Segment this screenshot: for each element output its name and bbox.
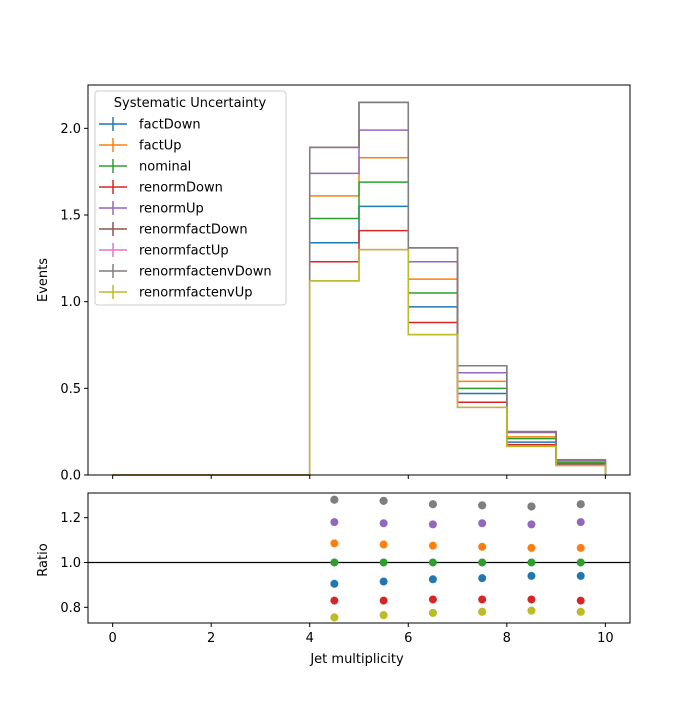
legend-label: renormfactUp (139, 244, 229, 259)
ratio-point-renormDown (527, 595, 536, 604)
ratio-point-renormfactenvUp (527, 606, 536, 615)
legend-label: renormfactDown (139, 223, 248, 238)
ratio-point-nominal (478, 558, 487, 567)
main-x-ticks (112, 475, 606, 479)
legend: Systematic Uncertainty factDown factUp nom… (94, 90, 287, 306)
ratio-y-tick-label: 1.2 (60, 511, 81, 526)
ratio-point-factUp (576, 543, 585, 552)
ratio-plot: 0.8 1.0 1.2 0 2 4 6 8 10 Ratio Jet multiplicity (36, 492, 631, 667)
x-axis-label: Jet multiplicity (309, 652, 404, 667)
main-plot: 0.0 0.5 1.0 1.5 2.0 Events (36, 84, 631, 484)
ratio-point-renormfactenvUp (379, 611, 388, 620)
ratio-point-factDown (478, 574, 487, 583)
legend-title: Systematic Uncertainty (114, 96, 267, 111)
ratio-point-factUp (428, 541, 437, 550)
ratio-point-factDown (576, 571, 585, 580)
ratio-point-factDown (428, 575, 437, 584)
main-y-tick-label: 2.0 (60, 122, 81, 137)
ratio-point-renormfactenvDown (478, 501, 487, 510)
ratio-point-renormDown (330, 596, 339, 605)
ratio-point-renormfactenvUp (576, 607, 585, 616)
legend-label: renormfactenvDown (139, 265, 272, 280)
legend-entry-factUp: factUp (99, 138, 182, 154)
legend-entry-renormfactenvUp: renormfactenvUp (99, 285, 253, 301)
ratio-point-renormDown (478, 595, 487, 604)
legend-label: renormDown (139, 181, 223, 196)
ratio-point-renormUp (478, 519, 487, 528)
ratio-y-ticks: 0.8 1.0 1.2 (60, 511, 88, 616)
ratio-point-renormfactenvDown (527, 502, 536, 511)
ratio-point-renormUp (428, 520, 437, 529)
ratio-point-renormUp (527, 520, 536, 529)
ratio-point-renormfactenvDown (379, 496, 388, 505)
x-tick-label: 10 (597, 631, 614, 646)
ratio-point-nominal (330, 558, 339, 567)
x-tick-label: 2 (207, 631, 215, 646)
legend-box (94, 90, 287, 306)
x-tick-label: 6 (404, 631, 412, 646)
legend-entry-renormfactUp: renormfactUp (99, 243, 229, 259)
ratio-point-factUp (330, 539, 339, 548)
main-y-tick-label: 1.0 (60, 295, 81, 310)
ratio-point-factUp (478, 542, 487, 551)
legend-label: renormUp (139, 202, 204, 217)
legend-entry-factDown: factDown (99, 117, 201, 133)
legend-label: renormfactenvUp (139, 286, 253, 301)
ratio-points-group (330, 495, 585, 622)
legend-entry-renormDown: renormDown (99, 180, 223, 196)
ratio-point-renormUp (379, 519, 388, 528)
legend-entry-renormfactenvDown: renormfactenvDown (99, 264, 272, 280)
ratio-point-factUp (379, 540, 388, 549)
ratio-y-tick-label: 1.0 (60, 556, 81, 571)
main-y-tick-label: 0.5 (60, 382, 81, 397)
ratio-y-axis-label: Ratio (36, 543, 51, 576)
ratio-point-renormfactenvDown (428, 500, 437, 509)
legend-entry-renormUp: renormUp (99, 201, 204, 217)
ratio-point-factDown (379, 577, 388, 586)
legend-label: factUp (139, 139, 182, 154)
ratio-point-nominal (576, 558, 585, 567)
ratio-point-nominal (527, 558, 536, 567)
x-tick-label: 8 (503, 631, 511, 646)
ratio-point-renormfactenvDown (330, 495, 339, 504)
ratio-point-renormfactenvUp (428, 608, 437, 617)
ratio-point-nominal (379, 558, 388, 567)
ratio-point-factDown (330, 579, 339, 588)
ratio-point-nominal (428, 558, 437, 567)
main-y-tick-label: 1.5 (60, 209, 81, 224)
ratio-y-tick-label: 0.8 (60, 601, 81, 616)
ratio-point-factDown (527, 571, 536, 580)
ratio-point-renormDown (379, 596, 388, 605)
x-tick-label: 4 (306, 631, 314, 646)
ratio-point-renormfactenvDown (576, 500, 585, 509)
ratio-point-renormfactenvUp (330, 613, 339, 622)
ratio-x-ticks: 0 2 4 6 8 10 (108, 623, 614, 646)
ratio-point-renormUp (576, 518, 585, 527)
ratio-plot-frame (87, 492, 631, 624)
ratio-point-renormfactenvUp (478, 607, 487, 616)
x-tick-label: 0 (108, 631, 116, 646)
legend-label: factDown (139, 118, 201, 133)
legend-label: nominal (139, 160, 191, 175)
legend-entries: factDown factUp nominal renormDown renormUp r… (99, 117, 272, 301)
main-plot-frame (87, 84, 631, 476)
main-y-tick-label: 0.0 (60, 469, 81, 484)
main-y-ticks: 0.0 0.5 1.0 1.5 2.0 (60, 122, 88, 484)
ratio-point-renormUp (330, 518, 339, 527)
ratio-point-renormDown (576, 596, 585, 605)
ratio-point-renormDown (428, 595, 437, 604)
ratio-point-factUp (527, 543, 536, 552)
legend-entry-nominal: nominal (99, 159, 191, 175)
main-y-axis-label: Events (36, 258, 51, 302)
legend-entry-renormfactDown: renormfactDown (99, 222, 248, 238)
